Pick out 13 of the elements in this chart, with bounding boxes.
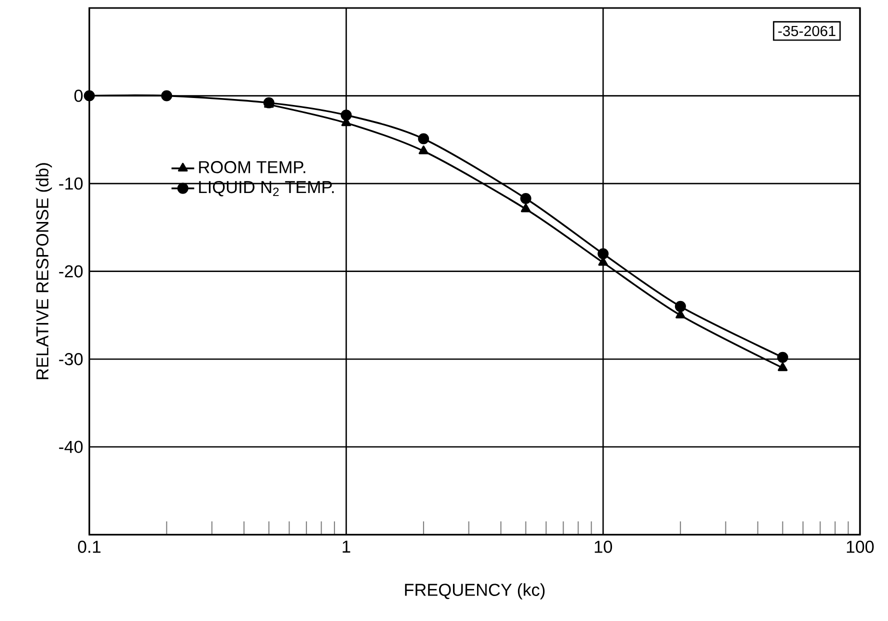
x-tick-label: 10 xyxy=(594,540,612,553)
y-tick-label: -40 xyxy=(59,440,83,453)
x-axis-title: FREQUENCY (kc) xyxy=(405,583,545,600)
annotation: -35-2061 xyxy=(778,26,836,36)
x-tick-label: 0.1 xyxy=(78,540,101,553)
y-tick-label: 0 xyxy=(74,90,83,102)
y-tick-label: -30 xyxy=(59,352,83,366)
y-axis-title: RELATIVE RESPONSE (db) xyxy=(36,163,52,379)
y-tick-label: -10 xyxy=(59,177,83,190)
x-tick-label: 100 xyxy=(846,540,874,553)
y-tick-label: -20 xyxy=(59,265,83,278)
legend-label: ROOM TEMP. xyxy=(199,160,306,174)
x-tick-label: 1 xyxy=(342,540,350,552)
